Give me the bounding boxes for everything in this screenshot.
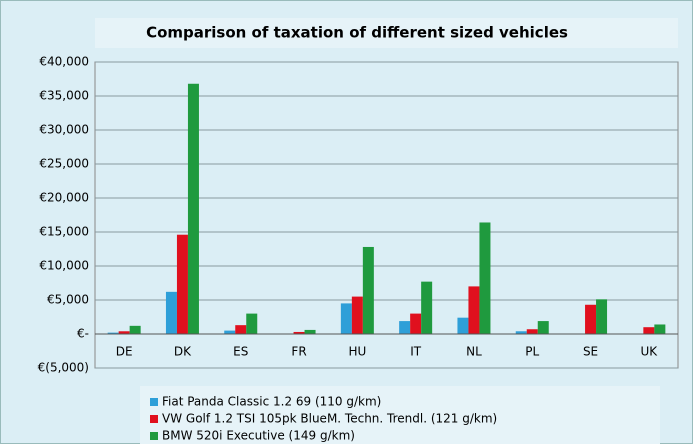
legend-label: Fiat Panda Classic 1.2 69 (110 g/km) <box>162 395 381 409</box>
bar <box>526 329 538 334</box>
bar <box>340 303 352 334</box>
bar <box>643 327 655 334</box>
x-tick-label: DE <box>116 345 133 359</box>
x-tick-label: PL <box>525 345 539 359</box>
bar <box>165 291 177 334</box>
y-tick-label: €- <box>77 327 89 341</box>
x-tick-label: HU <box>348 345 366 359</box>
legend-box <box>140 386 660 444</box>
bar <box>235 325 247 334</box>
bar <box>246 313 258 334</box>
bar <box>479 222 491 334</box>
bar <box>410 313 422 334</box>
bar <box>107 332 119 334</box>
x-tick-label: NL <box>466 345 482 359</box>
bar <box>515 331 527 334</box>
bar <box>176 234 188 334</box>
bar <box>187 83 199 334</box>
legend-swatch <box>150 432 158 440</box>
bar <box>585 304 597 334</box>
bar <box>129 325 141 334</box>
bar <box>457 317 469 334</box>
x-tick-label: SE <box>583 345 598 359</box>
y-tick-label: €10,000 <box>39 259 89 273</box>
legend-label: BMW 520i Executive (149 g/km) <box>162 429 355 443</box>
y-tick-label: €35,000 <box>39 89 89 103</box>
x-tick-label: DK <box>174 345 192 359</box>
bar <box>537 321 549 334</box>
bar <box>468 286 480 334</box>
y-tick-label: €5,000 <box>47 293 89 307</box>
bar <box>421 281 433 334</box>
bar <box>118 331 130 334</box>
legend-swatch <box>150 398 158 406</box>
legend-swatch <box>150 415 158 423</box>
bar <box>224 330 236 334</box>
y-tick-label: €40,000 <box>39 55 89 69</box>
bar <box>304 329 316 334</box>
title-box <box>95 18 678 48</box>
x-tick-label: IT <box>410 345 422 359</box>
bar <box>351 296 363 334</box>
bar <box>399 321 411 334</box>
bar <box>293 331 305 334</box>
y-tick-label: €(5,000) <box>38 361 89 375</box>
x-tick-label: ES <box>233 345 248 359</box>
x-tick-label: FR <box>291 345 306 359</box>
y-tick-label: €30,000 <box>39 123 89 137</box>
y-tick-label: €20,000 <box>39 191 89 205</box>
bar <box>596 299 608 334</box>
chart-title: Comparison of taxation of different size… <box>146 24 568 42</box>
legend-label: VW Golf 1.2 TSI 105pk BlueM. Techn. Tren… <box>162 412 497 426</box>
bar <box>654 324 666 334</box>
y-tick-label: €25,000 <box>39 157 89 171</box>
x-tick-label: UK <box>641 345 659 359</box>
bar <box>362 246 374 334</box>
y-tick-label: €15,000 <box>39 225 89 239</box>
